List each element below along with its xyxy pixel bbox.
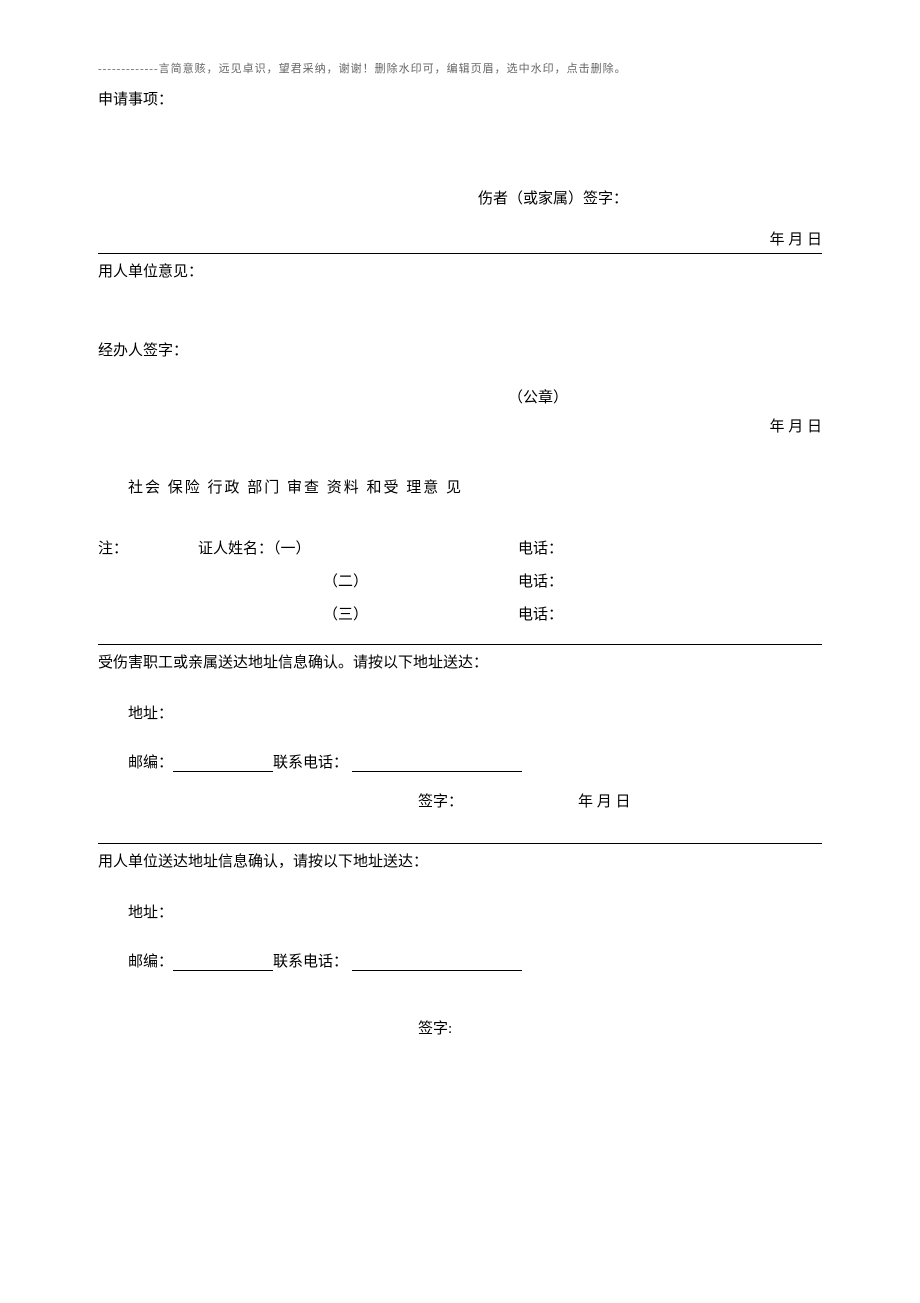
witness-phone-1: 电话： — [518, 537, 822, 558]
confirm1-zip-label: 邮编： — [128, 755, 173, 771]
confirm2-contact-blank — [352, 957, 522, 971]
confirm2-contact-label: 联系电话： — [273, 954, 348, 970]
witness-note-label: 注： — [98, 537, 198, 558]
section2-date: 年 月 日 — [98, 415, 822, 436]
confirm1-zip-contact: 邮编： 联系电话： — [98, 751, 822, 772]
section1-sign-label: 伤者（或家属）签字： — [98, 187, 822, 208]
confirm2-zip-blank — [173, 957, 273, 971]
confirm2-title: 用人单位送达地址信息确认，请按以下地址送达： — [98, 850, 822, 871]
witness-row-3: （三） 电话： — [98, 603, 822, 624]
header-text: 言简意赅，远见卓识，望君采纳，谢谢！删除水印可，编辑页眉，选中水印，点击删除。 — [159, 63, 627, 75]
witness-row-2: （二） 电话： — [98, 570, 822, 591]
confirm1-zip-blank — [173, 758, 273, 772]
witness-phone-3: 电话： — [518, 603, 822, 624]
confirm2-zip-label: 邮编： — [128, 954, 173, 970]
section2-handler: 经办人签字： — [98, 339, 822, 360]
confirm1-title: 受伤害职工或亲属送达地址信息确认。请按以下地址送达： — [98, 651, 822, 672]
section1-title: 申请事项： — [98, 88, 822, 109]
header-dashes: ------------- — [98, 63, 159, 75]
witness-name-2: （二） — [198, 570, 518, 591]
confirm1-sign-label: 签字： — [98, 790, 578, 811]
confirm2-zip-contact: 邮编： 联系电话： — [98, 950, 822, 971]
section1-date: 年 月 日 — [98, 228, 822, 249]
confirm1-contact-label: 联系电话： — [273, 755, 348, 771]
witness-phone-2: 电话： — [518, 570, 822, 591]
section2-stamp: （公章） — [98, 386, 822, 407]
section2-title: 用人单位意见： — [98, 260, 822, 281]
section3-title: 社会 保险 行政 部门 审查 资料 和受 理意 见 — [98, 476, 822, 497]
header-note: -------------言简意赅，远见卓识，望君采纳，谢谢！删除水印可，编辑页… — [98, 60, 822, 76]
confirm1-address: 地址： — [98, 702, 822, 723]
witness-name-1: 证人姓名：（一） — [198, 537, 518, 558]
divider-1 — [98, 253, 822, 254]
divider-2 — [98, 644, 822, 645]
confirm1-sign-date: 签字： 年 月 日 — [98, 790, 822, 811]
divider-3 — [98, 843, 822, 844]
confirm2-address: 地址： — [98, 901, 822, 922]
confirm2-sign-label: 签字: — [98, 1017, 822, 1038]
confirm1-date: 年 月 日 — [578, 790, 822, 811]
witness-name-3: （三） — [198, 603, 518, 624]
witness-row-1: 注： 证人姓名：（一） 电话： — [98, 537, 822, 558]
confirm1-contact-blank — [352, 758, 522, 772]
